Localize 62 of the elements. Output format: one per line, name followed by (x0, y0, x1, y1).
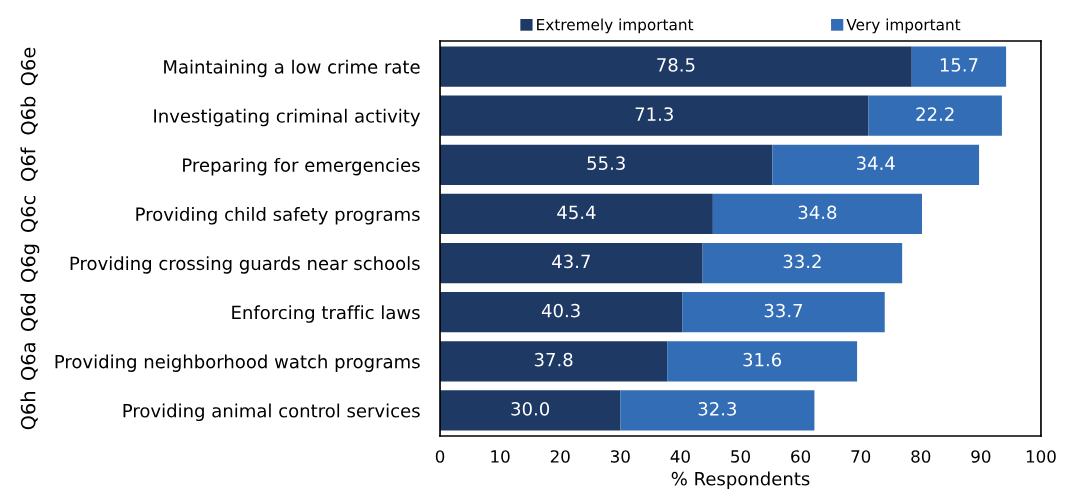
data-label: 43.7 (552, 254, 590, 269)
bar (440, 193, 713, 235)
x-tick-label: 70 (851, 450, 871, 463)
bar (440, 341, 668, 382)
text: Q6b (20, 96, 38, 135)
bar (911, 46, 1007, 87)
x-tick-label: 30 (610, 450, 630, 463)
text: Q6d (20, 293, 38, 332)
text: Q6c (20, 195, 38, 232)
legend-label: Extremely important (537, 18, 694, 34)
data-label: 34.8 (798, 205, 837, 220)
data-label: 30.0 (511, 402, 550, 416)
data-label: 33.2 (783, 254, 821, 269)
text: Q6g (20, 244, 40, 282)
bar (620, 390, 815, 431)
data-label: 45.4 (557, 205, 596, 220)
bar (440, 95, 869, 136)
data-label: 40.3 (541, 303, 580, 318)
y-tick-label: Providing crossing guards near schools (70, 256, 420, 274)
y-tick-label: Investigating criminal activity (154, 108, 421, 127)
data-label: 32.3 (698, 402, 737, 416)
bar (440, 144, 773, 185)
bar (440, 292, 683, 333)
y-tick-label: Providing child safety programs (136, 207, 420, 225)
data-label: 55.3 (587, 156, 625, 171)
x-axis-title: % Respondents (671, 471, 810, 490)
text: Q6a (20, 343, 38, 380)
bar (440, 390, 621, 431)
bar (772, 144, 980, 185)
x-tick-label: 80 (911, 450, 931, 463)
x-tick-label: 60 (791, 450, 811, 463)
y-tick-label: Providing neighborhood watch programs (55, 354, 420, 372)
data-label: 71.3 (635, 107, 673, 121)
bar (440, 242, 703, 284)
data-label: 31.6 (743, 352, 782, 367)
y-tick-label: Maintaining a low crime rate (164, 59, 420, 78)
x-tick-label: 90 (971, 450, 991, 463)
x-tick-label: 50 (731, 450, 750, 463)
x-tick-label: 10 (491, 450, 510, 463)
bar (440, 46, 912, 87)
x-tick-label: 100 (1026, 450, 1056, 463)
bar (712, 193, 922, 235)
data-label: 34.4 (856, 156, 895, 171)
text: Q6h (20, 392, 38, 430)
text: Q6e (20, 47, 38, 86)
bar (868, 95, 1002, 136)
y-tick-label: Providing animal control services (123, 403, 420, 422)
bar (682, 292, 885, 333)
data-label: 78.5 (657, 58, 695, 72)
x-tick-label: 0 (435, 450, 445, 463)
data-label: 15.7 (940, 58, 978, 72)
bar (702, 242, 903, 284)
bar (667, 341, 858, 382)
y-tick-label: Preparing for emergencies (183, 157, 420, 176)
y-tick-label: Enforcing traffic laws (232, 305, 420, 323)
legend-label: Very important (846, 18, 961, 34)
x-tick-label: 20 (550, 450, 570, 463)
data-label: 37.8 (534, 352, 573, 367)
text: Q6f (20, 147, 38, 181)
x-tick-label: 40 (670, 450, 690, 463)
data-label: 33.7 (764, 303, 803, 318)
data-label: 22.2 (916, 107, 954, 121)
